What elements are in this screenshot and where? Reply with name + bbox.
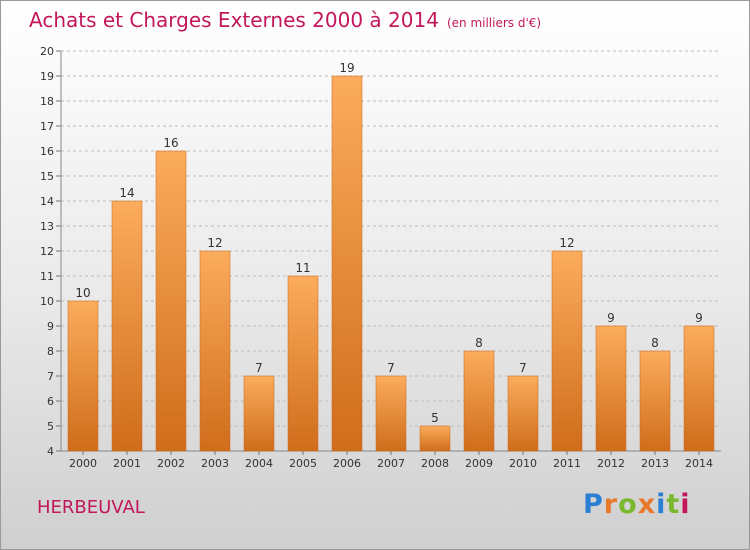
bar bbox=[199, 250, 231, 452]
y-tick-label: 16 bbox=[40, 145, 54, 158]
y-tick-label: 11 bbox=[40, 270, 54, 283]
x-tick-label: 2003 bbox=[201, 457, 229, 470]
y-tick-label: 13 bbox=[40, 220, 54, 233]
bar-value-label: 9 bbox=[695, 311, 703, 325]
y-tick-label: 7 bbox=[47, 370, 54, 383]
y-tick-label: 10 bbox=[40, 295, 54, 308]
bar-value-label: 10 bbox=[75, 286, 90, 300]
bar-value-label: 5 bbox=[431, 411, 439, 425]
y-tick-label: 4 bbox=[47, 445, 54, 458]
chart-title-text: Achats et Charges Externes 2000 à 2014 bbox=[29, 8, 439, 32]
bar bbox=[155, 150, 187, 452]
bar bbox=[331, 75, 363, 452]
x-tick-label: 2009 bbox=[465, 457, 493, 470]
bar-value-label: 16 bbox=[163, 136, 178, 150]
y-tick-label: 8 bbox=[47, 345, 54, 358]
x-tick-label: 2004 bbox=[245, 457, 273, 470]
y-tick-label: 5 bbox=[47, 420, 54, 433]
bar bbox=[595, 325, 627, 452]
y-tick-label: 14 bbox=[40, 195, 54, 208]
bar bbox=[551, 250, 583, 452]
axis-layer: 4 5 6 7 8 9 10 11 12 13 14 15 16 17 18 19 20 2000 2001 2002… bbox=[40, 45, 721, 470]
x-tick-label: 2014 bbox=[685, 457, 713, 470]
logo-letter: x bbox=[637, 489, 657, 520]
bar-value-label: 9 bbox=[607, 311, 615, 325]
bar bbox=[683, 325, 715, 452]
x-tick-label: 2000 bbox=[69, 457, 97, 470]
x-tick-label: 2012 bbox=[597, 457, 625, 470]
bar bbox=[507, 375, 539, 452]
y-tick-label: 12 bbox=[40, 245, 54, 258]
bar bbox=[419, 425, 451, 452]
logo-letter: r bbox=[603, 489, 619, 520]
y-tick-label: 9 bbox=[47, 320, 54, 333]
chart-subtitle: (en milliers d'€) bbox=[446, 16, 542, 30]
bar-layer bbox=[67, 75, 715, 452]
x-tick-label: 2013 bbox=[641, 457, 669, 470]
x-tick-label: 2002 bbox=[157, 457, 185, 470]
x-tick-label: 2005 bbox=[289, 457, 317, 470]
bar bbox=[287, 275, 319, 452]
y-tick-label: 19 bbox=[40, 70, 54, 83]
bar-value-label: 7 bbox=[255, 361, 263, 375]
x-tick-label: 2010 bbox=[509, 457, 537, 470]
commune-name: HERBEUVAL bbox=[37, 497, 145, 518]
bar-value-label: 8 bbox=[475, 336, 483, 350]
bar-value-label: 7 bbox=[387, 361, 395, 375]
x-tick-label: 2007 bbox=[377, 457, 405, 470]
y-tick-label: 18 bbox=[40, 95, 54, 108]
bar-value-label: 11 bbox=[295, 261, 310, 275]
bar bbox=[67, 300, 99, 452]
chart-title: Achats et Charges Externes 2000 à 2014 (e… bbox=[29, 8, 541, 32]
bar-value-label: 14 bbox=[119, 186, 134, 200]
bar-value-label: 7 bbox=[519, 361, 527, 375]
x-tick-label: 2001 bbox=[113, 457, 141, 470]
logo-letter: i bbox=[680, 489, 691, 520]
bar-value-label: 8 bbox=[651, 336, 659, 350]
label-layer: 10 14 16 12 7 11 19 7 5 8 7 12 9 8 9 bbox=[75, 61, 702, 425]
y-tick-label: 6 bbox=[47, 395, 54, 408]
bar-value-label: 12 bbox=[559, 236, 574, 250]
logo-letter: t bbox=[666, 489, 681, 520]
bar bbox=[463, 350, 495, 452]
logo-letter: i bbox=[656, 489, 667, 520]
bar bbox=[243, 375, 275, 452]
bar bbox=[111, 200, 143, 452]
x-tick-label: 2011 bbox=[553, 457, 581, 470]
logo-letter: o bbox=[618, 489, 638, 520]
proxiti-logo[interactable]: Proxiti bbox=[583, 489, 691, 520]
y-tick-label: 15 bbox=[40, 170, 54, 183]
y-tick-label: 17 bbox=[40, 120, 54, 133]
bar-value-label: 12 bbox=[207, 236, 222, 250]
x-tick-label: 2006 bbox=[333, 457, 361, 470]
bar-value-label: 19 bbox=[339, 61, 354, 75]
bar bbox=[639, 350, 671, 452]
bar bbox=[375, 375, 407, 452]
y-tick-label: 20 bbox=[40, 45, 54, 58]
x-tick-label: 2008 bbox=[421, 457, 449, 470]
logo-letter: P bbox=[583, 489, 604, 520]
